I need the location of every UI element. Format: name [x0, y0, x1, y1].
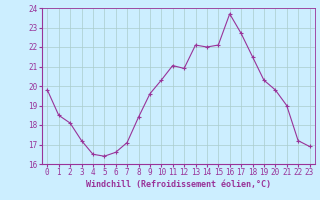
X-axis label: Windchill (Refroidissement éolien,°C): Windchill (Refroidissement éolien,°C) — [86, 180, 271, 189]
